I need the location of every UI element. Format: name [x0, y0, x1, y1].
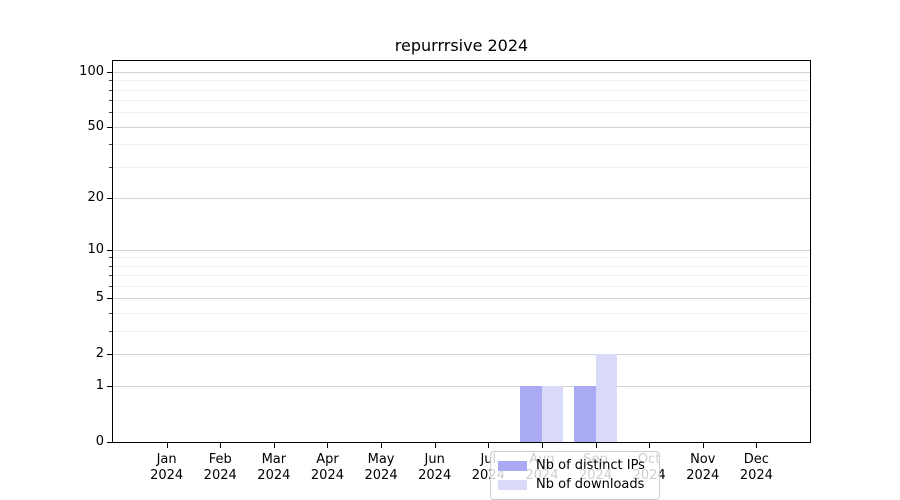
legend-item-distinct-ips: Nb of distinct IPs — [498, 459, 651, 473]
y-tick — [107, 197, 112, 199]
y-tick — [107, 442, 112, 443]
y-tick-label: 1 — [95, 378, 104, 394]
x-tick-label: Feb 2024 — [203, 452, 237, 483]
gridline-minor — [113, 144, 810, 146]
y-tick — [107, 353, 112, 355]
legend-swatch-downloads-icon — [498, 480, 527, 490]
gridline-minor — [113, 330, 810, 332]
y-minor-tick — [109, 265, 112, 267]
y-tick-label: 100 — [79, 64, 104, 79]
y-tick-label: 50 — [87, 118, 104, 134]
bar-distinct-ips — [520, 386, 542, 442]
x-tick — [488, 443, 490, 448]
bar-distinct-ips — [574, 386, 596, 442]
y-tick-label: 10 — [87, 241, 104, 257]
gridline-minor — [113, 275, 810, 277]
gridline-major — [113, 386, 810, 388]
legend-item-downloads: Nb of downloads — [498, 478, 651, 492]
y-tick-label: 5 — [95, 290, 104, 306]
gridline-major — [113, 249, 810, 251]
x-tick — [702, 443, 704, 448]
y-minor-tick — [109, 89, 112, 91]
y-tick-label: 2 — [95, 345, 104, 361]
gridline-minor — [113, 265, 810, 267]
x-tick — [434, 443, 436, 448]
chart-title: repurrrsive 2024 — [394, 36, 529, 55]
x-tick-label: Dec 2024 — [739, 452, 773, 483]
y-minor-tick — [109, 112, 112, 114]
y-minor-tick — [109, 80, 112, 82]
legend-label-distinct-ips: Nb of distinct IPs — [536, 458, 645, 473]
x-tick — [220, 443, 222, 448]
legend-label-downloads: Nb of downloads — [536, 477, 645, 492]
x-tick — [649, 443, 651, 448]
x-tick-label: Nov 2024 — [686, 452, 720, 483]
y-minor-tick — [109, 312, 112, 314]
gridline-major — [113, 126, 810, 128]
x-tick-label: Apr 2024 — [310, 452, 344, 483]
gridline-major — [113, 72, 810, 73]
gridline-minor — [113, 312, 810, 314]
y-tick-label: 0 — [95, 434, 104, 449]
y-minor-tick — [109, 285, 112, 287]
gridline-minor — [113, 257, 810, 259]
y-minor-tick — [109, 257, 112, 259]
y-minor-tick — [109, 275, 112, 277]
gridline-minor — [113, 112, 810, 114]
gridline-minor — [113, 89, 810, 91]
x-tick — [595, 443, 597, 448]
plot-area: Nb of distinct IPs Nb of downloads — [107, 60, 811, 500]
gridline-major — [113, 197, 810, 199]
y-tick-label: 20 — [87, 189, 104, 205]
x-tick — [541, 443, 543, 448]
gridline-minor — [113, 166, 810, 168]
x-tick-label: May 2024 — [364, 452, 398, 483]
x-tick — [756, 443, 758, 448]
x-tick — [327, 443, 329, 448]
x-tick-label: Jun 2024 — [418, 452, 452, 483]
legend: Nb of distinct IPs Nb of downloads — [490, 451, 660, 500]
bar-downloads — [541, 386, 564, 442]
bar-downloads — [595, 353, 617, 442]
y-tick — [107, 72, 112, 73]
gridline-minor — [113, 100, 810, 102]
x-tick-label: Jan 2024 — [150, 452, 184, 483]
plot-canvas — [107, 61, 810, 448]
y-minor-tick — [109, 144, 112, 146]
x-tick — [273, 443, 275, 448]
x-tick — [381, 443, 383, 448]
y-tick — [107, 386, 112, 388]
gridline-minor — [113, 80, 810, 82]
x-tick — [166, 443, 168, 448]
y-minor-tick — [109, 330, 112, 332]
y-minor-tick — [109, 100, 112, 102]
gridline-major — [113, 298, 810, 300]
y-tick — [107, 298, 112, 300]
y-tick — [107, 126, 112, 128]
y-minor-tick — [109, 166, 112, 168]
gridline-major — [113, 353, 810, 355]
gridline-minor — [113, 285, 810, 287]
y-tick — [107, 249, 112, 251]
x-tick-label: Mar 2024 — [257, 452, 291, 483]
legend-swatch-distinct-ips-icon — [498, 461, 527, 471]
